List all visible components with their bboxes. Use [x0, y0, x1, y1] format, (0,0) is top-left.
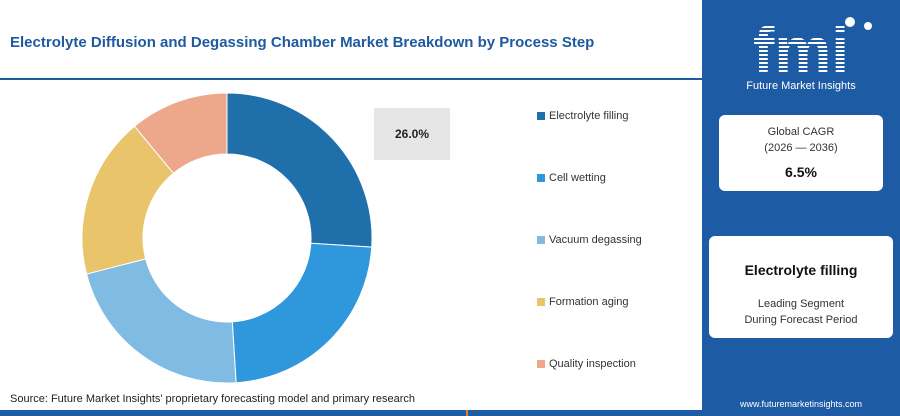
leading-segment-name: Electrolyte filling [709, 262, 893, 278]
forecast-period-label: During Forecast Period [709, 314, 893, 326]
cagr-period: (2026 — 2036) [719, 142, 883, 154]
legend-swatch [537, 112, 545, 120]
legend-swatch [537, 236, 545, 244]
website-link[interactable]: www.futuremarketinsights.com [702, 399, 900, 409]
legend-label: Vacuum degassing [549, 234, 642, 246]
logo-subtitle: Future Market Insights [702, 80, 900, 92]
legend-swatch [537, 298, 545, 306]
cagr-value: 6.5% [719, 164, 883, 180]
legend-label: Cell wetting [549, 172, 606, 184]
bottom-bar-segment [468, 410, 702, 416]
legend-item: Quality inspection [537, 358, 636, 370]
donut-slice-cell-wetting [232, 243, 371, 382]
legend-label: Quality inspection [549, 358, 636, 370]
legend-item: Formation aging [537, 296, 629, 308]
donut-slice-electrolyte-filling [227, 93, 372, 247]
logo-text: fmi [753, 14, 849, 86]
legend-label: Electrolyte filling [549, 110, 628, 122]
leading-segment-label: Leading Segment [709, 298, 893, 310]
chart-legend: Electrolyte filling Cell wetting Vacuum de… [537, 110, 697, 380]
chart-title: Electrolyte Diffusion and Degassing Cham… [10, 34, 700, 51]
legend-swatch [537, 174, 545, 182]
globe-icon [845, 17, 855, 27]
legend-item: Vacuum degassing [537, 234, 642, 246]
donut-slice-vacuum-degassing [87, 259, 237, 383]
legend-swatch [537, 360, 545, 368]
title-divider [0, 78, 702, 80]
person-icon [864, 22, 872, 30]
cagr-card: Global CAGR (2026 — 2036) 6.5% [719, 115, 883, 191]
cagr-label: Global CAGR [719, 126, 883, 138]
sidebar: fmi Future Market Insights Global CAGR (… [702, 0, 900, 416]
bottom-bar-segment [0, 410, 466, 416]
value-callout: 26.0% [374, 108, 450, 160]
legend-item: Cell wetting [537, 172, 606, 184]
source-note: Source: Future Market Insights' propriet… [10, 393, 415, 405]
legend-item: Electrolyte filling [537, 110, 628, 122]
fmi-logo-mark: fmi [702, 6, 900, 86]
leading-segment-card: Electrolyte filling Leading Segment Duri… [709, 236, 893, 338]
legend-label: Formation aging [549, 296, 629, 308]
chart-panel: Electrolyte Diffusion and Degassing Cham… [0, 0, 702, 416]
bottom-accent-bar [0, 410, 702, 416]
